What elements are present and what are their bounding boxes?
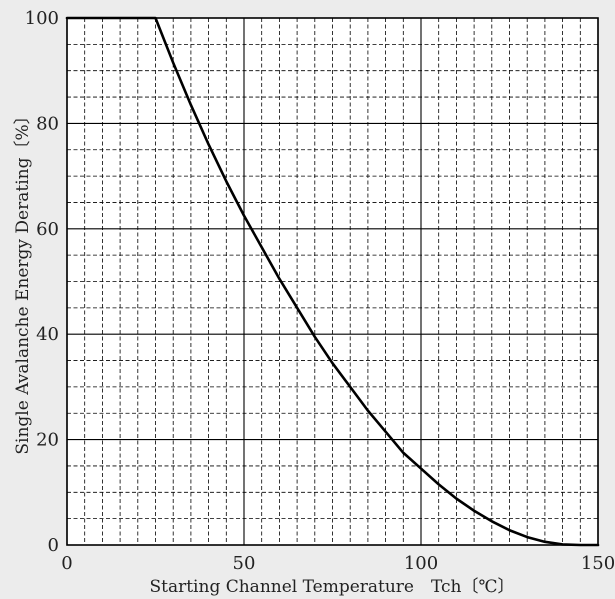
y-tick-label: 100 [25,8,59,29]
x-tick-label: 100 [404,553,438,574]
y-axis-label: Single Avalanche Energy Derating〔%〕 [13,107,33,454]
x-tick-label: 50 [233,553,256,574]
derating-curve [65,16,600,547]
y-tick-label: 60 [36,219,59,240]
x-tick-label: 0 [61,553,72,574]
x-axis-label: Starting Channel Temperature Tch〔℃〕 [149,577,514,597]
y-tick-label: 40 [36,324,59,345]
y-tick-label: 0 [48,535,59,556]
x-tick-label: 150 [581,553,615,574]
y-tick-label: 20 [36,430,59,451]
y-tick-label: 80 [36,113,59,134]
plot-frame [66,17,599,546]
